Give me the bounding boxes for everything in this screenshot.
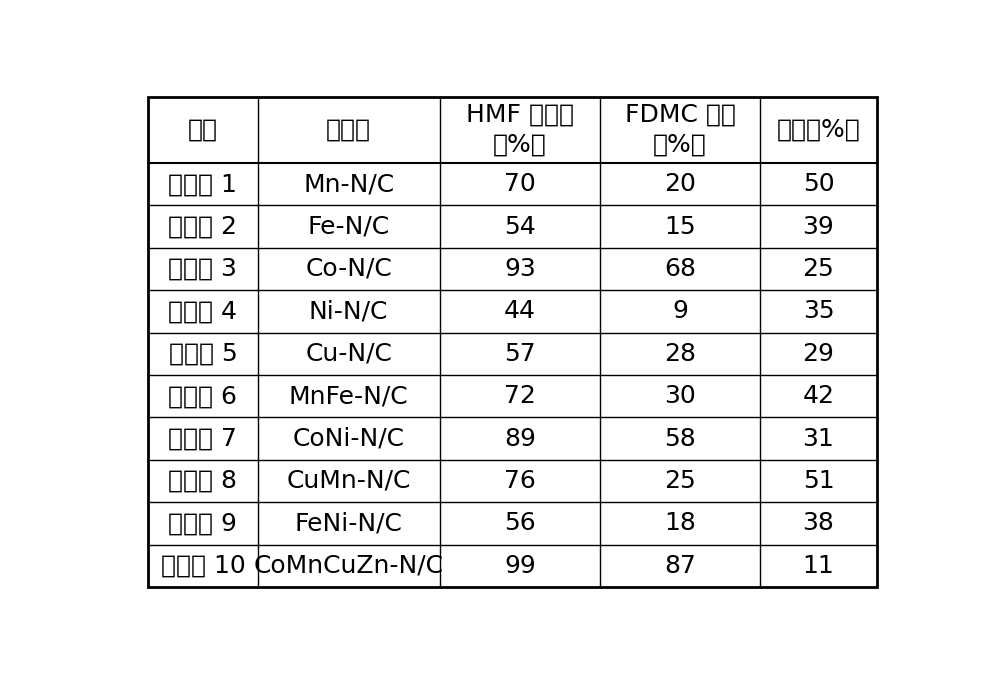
Text: 实施例 5: 实施例 5 — [169, 342, 237, 366]
Text: 54: 54 — [504, 215, 536, 238]
Text: CoMnCuZn-N/C: CoMnCuZn-N/C — [254, 554, 444, 577]
Text: 87: 87 — [664, 554, 696, 577]
Text: 25: 25 — [664, 469, 696, 493]
Text: CoNi-N/C: CoNi-N/C — [293, 427, 405, 450]
Text: 76: 76 — [504, 469, 536, 493]
Text: 实施例 3: 实施例 3 — [168, 257, 237, 281]
Text: 实施例 9: 实施例 9 — [168, 511, 237, 536]
Text: 50: 50 — [803, 172, 834, 196]
Text: 72: 72 — [504, 384, 536, 408]
Text: 实施例 1: 实施例 1 — [168, 172, 237, 196]
Text: 44: 44 — [504, 299, 536, 324]
Text: 38: 38 — [803, 511, 834, 536]
Text: CuMn-N/C: CuMn-N/C — [286, 469, 411, 493]
Text: Fe-N/C: Fe-N/C — [308, 215, 390, 238]
Text: 42: 42 — [802, 384, 834, 408]
Text: 31: 31 — [803, 427, 834, 450]
Text: 25: 25 — [803, 257, 834, 281]
Text: 51: 51 — [803, 469, 834, 493]
Text: 其他（%）: 其他（%） — [777, 118, 860, 142]
Text: FDMC 产率
（%）: FDMC 产率 （%） — [625, 103, 735, 157]
Text: 35: 35 — [803, 299, 834, 324]
Text: 30: 30 — [664, 384, 696, 408]
Text: 实施例 8: 实施例 8 — [168, 469, 237, 493]
Text: 实施例 10: 实施例 10 — [161, 554, 245, 577]
Text: MnFe-N/C: MnFe-N/C — [289, 384, 408, 408]
Text: Cu-N/C: Cu-N/C — [305, 342, 392, 366]
Text: 39: 39 — [803, 215, 834, 238]
Text: 29: 29 — [803, 342, 834, 366]
Text: 催化剂: 催化剂 — [326, 118, 371, 142]
Text: 68: 68 — [664, 257, 696, 281]
Text: 70: 70 — [504, 172, 536, 196]
Text: 89: 89 — [504, 427, 536, 450]
Text: Co-N/C: Co-N/C — [305, 257, 392, 281]
Text: 57: 57 — [504, 342, 536, 366]
Text: 58: 58 — [664, 427, 696, 450]
Text: 93: 93 — [504, 257, 536, 281]
Text: 实施例 4: 实施例 4 — [168, 299, 237, 324]
Text: 20: 20 — [664, 172, 696, 196]
Text: 序号: 序号 — [188, 118, 218, 142]
Text: 实施例 6: 实施例 6 — [168, 384, 237, 408]
Text: 9: 9 — [672, 299, 688, 324]
Text: 28: 28 — [664, 342, 696, 366]
Text: Mn-N/C: Mn-N/C — [303, 172, 394, 196]
Text: Ni-N/C: Ni-N/C — [309, 299, 388, 324]
Text: 56: 56 — [504, 511, 536, 536]
Text: 实施例 7: 实施例 7 — [168, 427, 237, 450]
Text: 实施例 2: 实施例 2 — [168, 215, 237, 238]
Text: FeNi-N/C: FeNi-N/C — [295, 511, 403, 536]
Text: 99: 99 — [504, 554, 536, 577]
Text: 11: 11 — [803, 554, 834, 577]
Text: 15: 15 — [664, 215, 696, 238]
Text: HMF 转化率
（%）: HMF 转化率 （%） — [466, 103, 574, 157]
Text: 18: 18 — [664, 511, 696, 536]
